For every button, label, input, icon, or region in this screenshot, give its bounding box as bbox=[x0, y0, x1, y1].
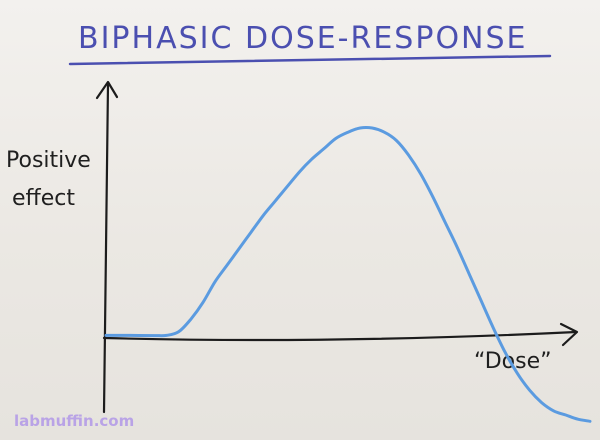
x-axis-arrowhead bbox=[559, 322, 579, 347]
y-axis-label-line2: effect bbox=[12, 186, 75, 211]
y-axis-arrowhead bbox=[95, 80, 119, 100]
x-axis bbox=[102, 330, 578, 342]
y-axis-label-line1: Positive bbox=[6, 148, 91, 173]
dose-response-curve bbox=[104, 125, 592, 423]
chart-title: BIPHASIC DOSE-RESPONSE bbox=[78, 21, 528, 56]
title-underline bbox=[68, 54, 552, 66]
watermark: labmuffin.com bbox=[14, 412, 134, 430]
y-axis bbox=[102, 82, 110, 414]
x-axis-label: “Dose” bbox=[474, 349, 552, 374]
